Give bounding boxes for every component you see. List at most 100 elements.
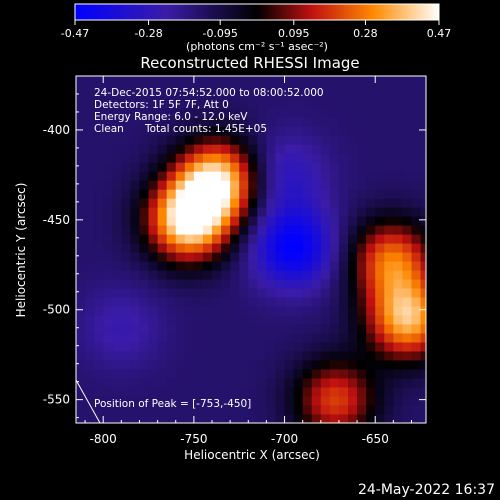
heatmap-cell xyxy=(338,279,349,289)
heatmap-cell xyxy=(338,207,349,217)
heatmap-cell xyxy=(266,180,276,190)
heatmap-cell xyxy=(221,252,231,262)
heatmap-cell xyxy=(366,108,376,118)
heatmap-cell xyxy=(139,99,149,109)
heatmap-cell xyxy=(338,369,349,379)
heatmap-cell xyxy=(266,342,276,352)
heatmap-cell xyxy=(320,333,331,343)
heatmap-cell xyxy=(193,378,204,388)
heatmap-cell xyxy=(320,288,331,298)
heatmap-cell xyxy=(275,108,285,118)
heatmap-cell xyxy=(230,99,240,109)
heatmap-cell xyxy=(293,144,304,154)
chart-title: Reconstructed RHESSI Image xyxy=(140,54,359,72)
heatmap-cell xyxy=(103,360,113,370)
heatmap-cell xyxy=(76,234,86,244)
heatmap-cell xyxy=(293,324,304,334)
heatmap-cell xyxy=(329,198,340,208)
heatmap-cell xyxy=(284,414,295,423)
heatmap-cell xyxy=(202,351,213,361)
heatmap-cell xyxy=(329,414,340,423)
heatmap-cell xyxy=(175,162,186,172)
heatmap-cell xyxy=(112,225,122,235)
heatmap-cell xyxy=(248,297,258,307)
heatmap-cell xyxy=(94,180,104,190)
heatmap-cell xyxy=(338,81,349,91)
heatmap-cell xyxy=(293,76,304,82)
heatmap-cell xyxy=(230,171,240,181)
heatmap-cell xyxy=(230,288,240,298)
heatmap-cell xyxy=(112,144,122,154)
heatmap-cell xyxy=(266,288,276,298)
heatmap-cell xyxy=(284,405,295,415)
heatmap-cell xyxy=(85,324,95,334)
heatmap-cell xyxy=(357,351,367,361)
heatmap-cell xyxy=(402,270,412,280)
heatmap-cell xyxy=(275,360,285,370)
heatmap-cell xyxy=(239,135,249,145)
heatmap-cell xyxy=(112,216,122,226)
heatmap-cell xyxy=(212,414,222,423)
heatmap-cell xyxy=(103,252,113,262)
heatmap-cell xyxy=(76,117,86,127)
heatmap-cell xyxy=(348,81,358,91)
heatmap-cell xyxy=(311,369,322,379)
heatmap-cell xyxy=(166,243,177,253)
heatmap-cell xyxy=(157,279,168,289)
heatmap-cell xyxy=(384,297,394,307)
heatmap-cell xyxy=(193,216,204,226)
heatmap-cell xyxy=(166,180,177,190)
heatmap-cell xyxy=(184,225,195,235)
heatmap-cell xyxy=(212,153,222,163)
heatmap-cell xyxy=(338,315,349,325)
heatmap-cell xyxy=(157,288,168,298)
heatmap-cell xyxy=(266,189,276,199)
heatmap-cell xyxy=(375,288,385,298)
heatmap-cell xyxy=(357,396,367,406)
heatmap-cell xyxy=(420,396,426,406)
heatmap-cell xyxy=(266,198,276,208)
heatmap-cell xyxy=(402,189,412,199)
heatmap-cell xyxy=(393,126,403,136)
heatmap-cell xyxy=(257,234,267,244)
heatmap-cell xyxy=(311,189,322,199)
heatmap-cell xyxy=(275,351,285,361)
heatmap-cell xyxy=(85,153,95,163)
heatmap-cell xyxy=(366,135,376,145)
heatmap-cell xyxy=(402,252,412,262)
heatmap-cell xyxy=(184,162,195,172)
heatmap-cell xyxy=(275,261,285,271)
heatmap-cell xyxy=(230,180,240,190)
heatmap-cell xyxy=(338,306,349,316)
heatmap-cell xyxy=(275,76,285,82)
heatmap-cell xyxy=(411,342,421,352)
heatmap-cell xyxy=(248,117,258,127)
heatmap-cell xyxy=(257,243,267,253)
heatmap-cell xyxy=(193,297,204,307)
heatmap-cell xyxy=(293,234,304,244)
heatmap-cell xyxy=(293,189,304,199)
heatmap-cell xyxy=(103,126,113,136)
heatmap-cell xyxy=(293,261,304,271)
heatmap-cell xyxy=(212,81,222,91)
heatmap-cell xyxy=(366,99,376,109)
x-tick-label: -700 xyxy=(271,432,298,446)
heatmap-cell xyxy=(402,279,412,289)
heatmap-cell xyxy=(148,189,159,199)
heatmap-cell xyxy=(121,144,131,154)
heatmap-cell xyxy=(302,126,313,136)
heatmap-cell xyxy=(266,135,276,145)
heatmap-cell xyxy=(112,360,122,370)
heatmap-cell xyxy=(130,270,140,280)
heatmap-cell xyxy=(148,135,159,145)
heatmap-cell xyxy=(175,414,186,423)
heatmap-cell xyxy=(366,198,376,208)
heatmap-cell xyxy=(266,108,276,118)
heatmap-cell xyxy=(320,76,331,82)
heatmap-cell xyxy=(411,360,421,370)
heatmap-cell xyxy=(139,180,149,190)
heatmap-cell xyxy=(184,315,195,325)
heatmap-cell xyxy=(266,153,276,163)
heatmap-cell xyxy=(357,261,367,271)
heatmap-cell xyxy=(420,405,426,415)
